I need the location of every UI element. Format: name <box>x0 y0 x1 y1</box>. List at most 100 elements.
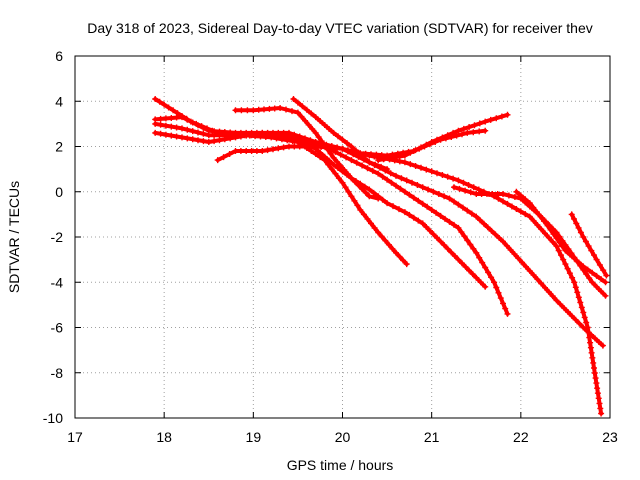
data-point-marker <box>345 188 352 195</box>
data-point-marker <box>335 175 342 182</box>
data-point-marker <box>418 144 424 151</box>
data-point-marker <box>496 235 503 241</box>
data-point-marker <box>393 172 399 179</box>
data-point-marker <box>294 109 301 116</box>
data-point-marker <box>583 319 590 326</box>
data-point-marker <box>351 197 358 204</box>
data-point-marker <box>370 189 377 196</box>
data-point-marker <box>327 150 334 157</box>
data-point-marker <box>189 128 196 135</box>
data-point-marker <box>522 211 529 218</box>
series-track-9 <box>375 111 511 164</box>
data-point-marker <box>430 231 437 238</box>
data-point-marker <box>388 179 395 186</box>
data-point-marker <box>264 129 271 136</box>
data-point-marker <box>372 161 379 168</box>
data-point-marker <box>355 182 362 189</box>
data-point-marker <box>302 117 309 124</box>
data-point-marker <box>473 191 480 197</box>
data-point-marker <box>466 124 473 130</box>
data-point-marker <box>334 145 341 152</box>
data-point-marker <box>321 153 328 160</box>
data-point-marker <box>455 127 462 134</box>
data-point-marker <box>184 135 191 142</box>
data-point-marker <box>504 111 511 118</box>
data-point-marker <box>259 148 266 154</box>
data-point-marker <box>476 120 483 127</box>
data-point-marker <box>577 229 584 236</box>
data-point-marker <box>550 231 557 237</box>
data-point-marker <box>559 243 566 250</box>
data-point-marker <box>455 201 462 208</box>
data-point-marker <box>488 274 495 281</box>
data-point-marker <box>312 129 319 136</box>
data-point-marker <box>373 151 380 158</box>
data-point-marker <box>459 131 465 138</box>
data-point-marker <box>305 121 312 128</box>
data-point-marker <box>541 218 547 225</box>
data-point-marker <box>189 119 196 126</box>
data-point-marker <box>389 245 396 252</box>
data-point-marker <box>216 137 223 144</box>
data-point-marker <box>580 234 587 240</box>
data-point-marker <box>530 217 537 224</box>
data-point-marker <box>398 175 405 182</box>
data-point-marker <box>165 104 172 111</box>
data-point-marker <box>494 191 501 197</box>
data-point-marker <box>451 198 457 205</box>
data-point-marker <box>414 182 421 188</box>
data-point-marker <box>396 153 403 160</box>
data-point-marker <box>330 161 337 168</box>
data-point-marker <box>400 257 407 264</box>
data-point-marker <box>590 359 597 366</box>
data-point-marker <box>596 400 603 407</box>
data-point-marker <box>500 300 506 307</box>
y-tick-label: -6 <box>51 320 64 336</box>
data-point-marker <box>566 270 573 277</box>
data-point-marker <box>184 116 191 123</box>
data-point-marker <box>473 213 480 220</box>
data-point-marker <box>205 132 212 139</box>
data-point-marker <box>397 185 404 192</box>
data-point-marker <box>378 233 385 240</box>
data-point-marker <box>289 108 295 115</box>
data-point-marker <box>595 339 602 345</box>
data-point-marker <box>298 113 305 120</box>
x-tick-label: 22 <box>513 429 529 445</box>
data-point-marker <box>244 107 251 114</box>
data-point-marker <box>412 147 419 154</box>
data-point-marker <box>348 193 355 200</box>
data-point-marker <box>451 184 457 191</box>
data-point-marker <box>277 105 284 111</box>
data-point-marker <box>598 410 605 417</box>
data-point-marker <box>602 279 609 286</box>
data-point-marker <box>572 284 579 291</box>
data-point-marker <box>211 138 218 145</box>
data-point-marker <box>560 256 567 263</box>
data-point-marker <box>170 107 177 114</box>
data-point-marker <box>437 238 444 245</box>
data-point-marker <box>468 210 475 217</box>
data-point-marker <box>446 195 453 202</box>
data-point-marker <box>594 390 601 397</box>
data-point-marker <box>574 289 581 296</box>
data-point-marker <box>522 263 529 270</box>
data-point-marker <box>428 168 435 175</box>
data-point-marker <box>587 344 594 351</box>
data-point-marker <box>359 162 366 169</box>
data-point-marker <box>444 173 451 180</box>
data-point-marker <box>354 202 361 209</box>
series-track-7 <box>290 96 391 173</box>
x-tick-label: 19 <box>246 429 262 445</box>
data-point-marker <box>598 288 605 295</box>
series-line <box>215 144 604 416</box>
data-point-marker <box>403 177 410 184</box>
data-point-marker <box>211 132 218 139</box>
data-point-marker <box>339 179 346 186</box>
data-point-marker <box>577 299 584 306</box>
data-point-marker <box>189 136 196 143</box>
data-point-marker <box>423 166 430 173</box>
data-point-marker <box>375 170 382 177</box>
data-point-marker <box>455 177 462 184</box>
data-point-marker <box>476 254 483 261</box>
